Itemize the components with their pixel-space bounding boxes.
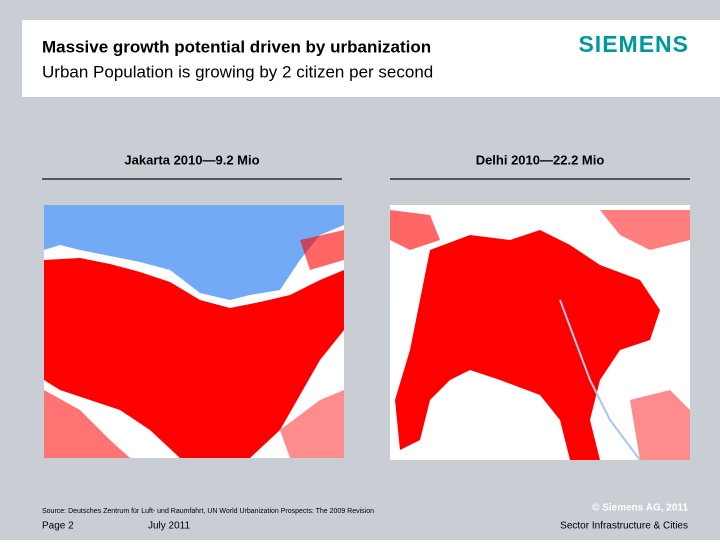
source-note: Source: Deutsches Zentrum für Luft- und … bbox=[42, 508, 374, 515]
page-number: Page 2 bbox=[42, 521, 74, 532]
header-band bbox=[22, 20, 720, 97]
panel-caption: Jakarta 2010—9.2 Mio bbox=[124, 152, 259, 167]
title: Massive growth potential driven by urban… bbox=[42, 37, 431, 56]
division: Sector Infrastructure & Cities bbox=[560, 521, 688, 532]
date: July 2011 bbox=[148, 521, 191, 532]
panel-caption: Delhi 2010—22.2 Mio bbox=[476, 152, 605, 167]
subtitle: Urban Population is growing by 2 citizen… bbox=[42, 62, 433, 81]
copyright: © Siemens AG, 2011 bbox=[592, 503, 688, 514]
jakarta-map bbox=[44, 205, 344, 458]
logo: SIEMENS bbox=[578, 31, 689, 57]
delhi-map bbox=[390, 205, 690, 461]
